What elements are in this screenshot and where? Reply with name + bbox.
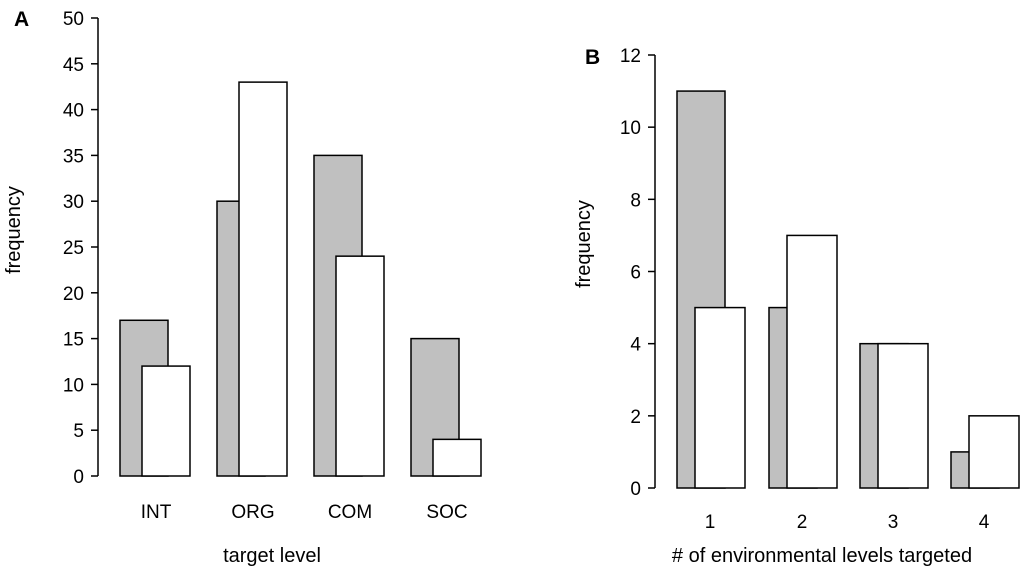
y-tick-label: 12 [620,46,641,67]
x-tick-label: INT [141,502,172,523]
y-tick-label: 10 [63,375,84,396]
bar-soc-white [432,438,482,477]
x-axis-title: # of environmental levels targeted [672,545,972,567]
y-tick-label: 8 [630,190,641,211]
y-tick-label: 45 [63,55,84,76]
x-axis-title: target level [223,545,321,567]
y-axis-title: frequency [573,200,595,288]
panel-label: B [585,46,600,69]
y-tick-label: 35 [63,146,84,167]
y-tick-label: 15 [63,330,84,351]
y-tick-label: 10 [620,118,641,139]
y-tick-label: 40 [63,101,84,122]
x-tick-label: SOC [426,502,467,523]
bar-3-white [877,342,929,489]
y-axis-title: frequency [3,186,25,274]
x-tick-label: 2 [797,512,808,533]
x-tick-label: 1 [705,512,716,533]
y-tick-label: 6 [630,263,641,284]
panel-label: A [14,8,29,31]
y-tick-label: 5 [73,421,84,442]
y-tick-label: 4 [630,335,641,356]
panel-a-chart: INT ORG COM SOC 0 5 10 15 20 25 30 35 40 45 50 target l… [3,8,482,567]
x-tick-label: ORG [231,502,274,523]
bar-2-white [786,234,838,489]
x-tick-label: 3 [888,512,899,533]
y-tick-label: 25 [63,238,84,259]
y-tick-label: 20 [63,284,84,305]
y-tick-label: 30 [63,192,84,213]
bar-int-white [141,365,191,477]
y-tick-label: 0 [73,467,84,488]
bar-4-white [968,415,1020,489]
bar-1-white [694,306,746,489]
x-tick-label: 4 [979,512,990,533]
y-tick-label: 2 [630,407,641,428]
bar-org-white [238,81,288,477]
x-tick-label: COM [328,502,372,523]
y-tick-label: 0 [630,479,641,500]
y-tick-label: 50 [63,9,84,30]
bar-com-white [335,255,385,477]
